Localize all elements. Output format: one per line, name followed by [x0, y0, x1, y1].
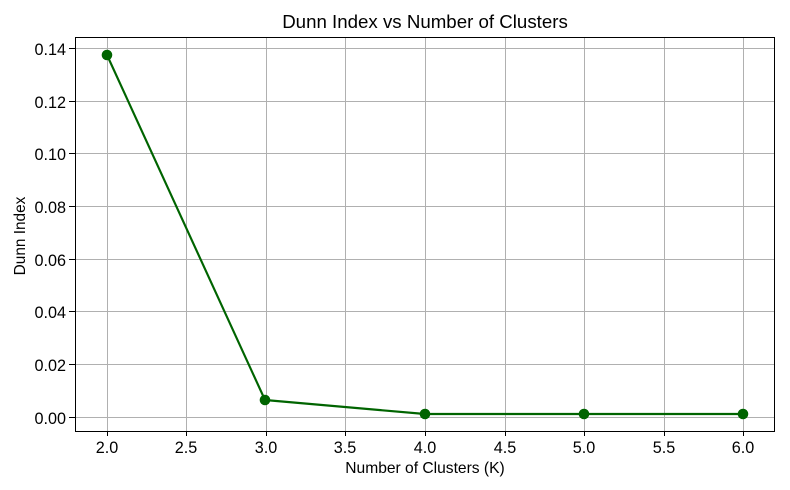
svg-text:4.5: 4.5: [494, 439, 517, 457]
svg-text:0.10: 0.10: [34, 146, 66, 164]
svg-text:0.12: 0.12: [34, 94, 66, 112]
svg-text:0.06: 0.06: [34, 252, 66, 270]
svg-text:3.0: 3.0: [255, 439, 278, 457]
svg-text:0.08: 0.08: [34, 199, 66, 217]
svg-text:Dunn Index: Dunn Index: [12, 196, 29, 275]
svg-text:0.04: 0.04: [34, 304, 66, 322]
svg-text:0.02: 0.02: [34, 357, 66, 375]
svg-text:5.0: 5.0: [573, 439, 596, 457]
svg-text:0.00: 0.00: [34, 410, 66, 428]
svg-text:5.5: 5.5: [653, 439, 676, 457]
svg-text:Dunn Index vs Number of Cluste: Dunn Index vs Number of Clusters: [282, 11, 568, 32]
svg-text:2.0: 2.0: [96, 439, 119, 457]
svg-text:6.0: 6.0: [732, 439, 755, 457]
svg-text:3.5: 3.5: [334, 439, 357, 457]
svg-text:2.5: 2.5: [175, 439, 198, 457]
svg-text:0.14: 0.14: [34, 41, 66, 59]
svg-text:4.0: 4.0: [414, 439, 437, 457]
svg-text:Number of Clusters (K): Number of Clusters (K): [345, 460, 504, 477]
